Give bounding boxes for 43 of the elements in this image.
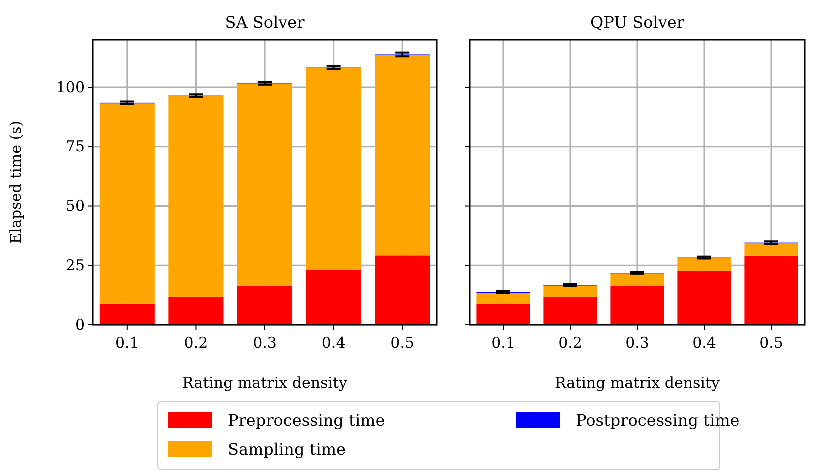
bar (610, 286, 664, 325)
x-tick-label: 0.1 (492, 334, 516, 352)
bar (744, 256, 798, 325)
y-axis-title: Elapsed time (s) (7, 120, 25, 244)
bar (744, 244, 798, 256)
bar (237, 286, 293, 325)
bar (100, 104, 155, 304)
x-tick-label: 0.3 (253, 334, 277, 352)
y-tick-label: 100 (56, 78, 85, 96)
bar (306, 68, 362, 270)
bar (306, 270, 362, 325)
bar (100, 304, 155, 325)
legend-label: Preprocessing time (228, 411, 386, 430)
legend-label: Sampling time (228, 440, 346, 459)
bar (375, 256, 430, 325)
bar (610, 274, 664, 286)
bar (544, 297, 598, 325)
x-tick-label: 0.5 (390, 334, 415, 352)
bar (678, 258, 732, 272)
x-tick-label: 0.3 (626, 334, 650, 352)
bar (678, 271, 732, 325)
x-axis-title: Rating matrix density (182, 374, 348, 392)
legend-label: Postprocessing time (576, 411, 740, 430)
bar (375, 55, 430, 256)
x-tick-label: 0.4 (692, 334, 716, 352)
x-axis-title: Rating matrix density (555, 374, 721, 392)
bar (168, 96, 224, 297)
y-tick-label: 75 (66, 138, 85, 156)
x-tick-label: 0.2 (184, 334, 208, 352)
bar (168, 296, 224, 325)
y-tick-label: 50 (66, 197, 85, 216)
x-tick-label: 0.2 (558, 334, 582, 352)
x-tick-label: 0.5 (760, 334, 784, 352)
x-tick-label: 0.1 (115, 334, 140, 352)
chart-title: QPU Solver (590, 13, 685, 32)
x-tick-label: 0.4 (322, 334, 346, 352)
bar (237, 84, 293, 286)
bar (476, 293, 530, 304)
bar (544, 286, 598, 298)
y-tick-label: 25 (66, 256, 85, 274)
bar (476, 304, 530, 325)
y-tick-label: 0 (75, 316, 85, 334)
chart-title: SA Solver (225, 13, 306, 32)
